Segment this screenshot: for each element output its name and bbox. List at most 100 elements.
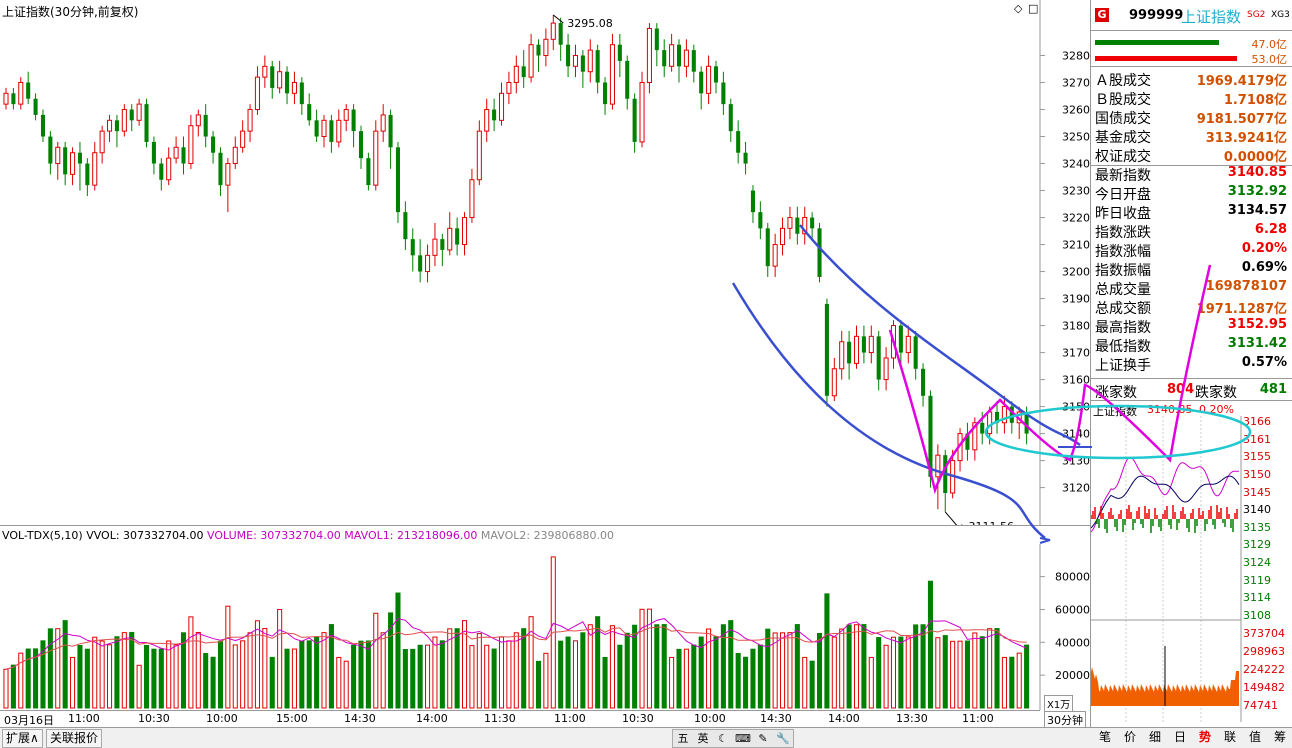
volume-bar xyxy=(772,632,778,709)
volume-bar xyxy=(254,620,260,709)
candle xyxy=(3,87,9,110)
bar-down xyxy=(1095,56,1237,61)
price-tick-label: 3230 xyxy=(1062,185,1090,198)
intraday-chart[interactable] xyxy=(1091,416,1292,722)
candle xyxy=(225,158,231,213)
mavol2-value: 239806880.00 xyxy=(533,529,615,542)
volume-bar xyxy=(306,640,312,709)
candle xyxy=(550,15,556,51)
ime-tool-icon[interactable]: 🔧 xyxy=(776,732,790,745)
quote-row: Ａ股成交 1969.4179亿 xyxy=(1091,70,1292,89)
volume-bar xyxy=(632,624,638,709)
up-count-label: 涨家数 xyxy=(1095,385,1137,401)
candle xyxy=(625,55,630,110)
candle xyxy=(847,330,852,380)
volume-bar xyxy=(225,605,231,709)
mini-avg-line xyxy=(1091,475,1240,529)
volume-bar xyxy=(40,640,46,709)
time-tick-label: 14:30 xyxy=(760,712,792,725)
price-tick-label: 3210 xyxy=(1062,239,1090,252)
candle xyxy=(736,120,741,164)
expand-button[interactable]: 扩展∧ xyxy=(2,729,43,748)
xg3-label[interactable]: XG3 xyxy=(1271,10,1290,20)
candle xyxy=(536,39,541,72)
candle xyxy=(713,60,719,94)
candle xyxy=(70,147,76,186)
candle xyxy=(861,325,866,364)
right-tab[interactable]: 值 xyxy=(1248,730,1261,744)
volume-bar xyxy=(957,640,963,709)
candle xyxy=(972,417,978,461)
ime-tool-icon[interactable]: ☾ xyxy=(718,732,728,745)
candle xyxy=(166,147,172,186)
divider xyxy=(1091,378,1292,379)
right-tab[interactable]: 细 xyxy=(1148,730,1161,744)
volume-unit: X1万 xyxy=(1044,695,1074,712)
candle xyxy=(40,109,46,142)
candle xyxy=(85,158,90,196)
ime-toolbar[interactable]: 五英 ☾ ⌨ ✎ 🔧 xyxy=(672,729,794,748)
price-chart[interactable]: 3280 3270 3260 3250 3240 3230 3220 3210 3200 3190… xyxy=(0,0,1090,525)
candle xyxy=(262,55,268,88)
candle xyxy=(587,39,593,83)
sg2-label[interactable]: SG2 xyxy=(1247,10,1266,20)
right-tab[interactable]: 价 xyxy=(1123,730,1136,744)
candle xyxy=(388,109,393,169)
ime-tool-icon[interactable]: ⌨ xyxy=(735,732,751,745)
candle xyxy=(48,131,53,175)
main-chart-area[interactable]: 上证指数(30分钟,前复权) ◇ □ 3280 3270 3260 3250 3240 3… xyxy=(0,0,1090,747)
mini-vol-tick-label: 373704 xyxy=(1243,627,1285,640)
candle xyxy=(343,104,349,132)
candle xyxy=(639,71,645,148)
right-tab[interactable]: 笔 xyxy=(1098,730,1111,744)
volume-bar xyxy=(646,608,652,709)
quote-row: 总成交量 169878107 xyxy=(1091,279,1292,298)
mini-vol-tick-label: 298963 xyxy=(1243,645,1285,658)
candle xyxy=(232,136,238,169)
quote-row: 上证换手 0.57% xyxy=(1091,355,1292,374)
price-tick-label: 3170 xyxy=(1062,347,1090,360)
volume-bar xyxy=(780,632,786,709)
right-tab[interactable]: 势 xyxy=(1198,730,1211,744)
volume-bar xyxy=(602,656,608,709)
volume-bar xyxy=(669,656,675,709)
volume-bar xyxy=(743,656,749,709)
candle xyxy=(321,114,327,148)
volume-bar xyxy=(395,592,401,709)
right-tab[interactable]: 联 xyxy=(1223,730,1236,744)
price-tick-label: 3260 xyxy=(1062,104,1090,117)
diamond-icon[interactable]: ◇ xyxy=(1014,2,1023,15)
volume-chart[interactable]: 80000 60000 40000 20000 xyxy=(0,544,1090,710)
candle xyxy=(521,50,526,88)
g-badge: G xyxy=(1095,8,1109,22)
volume-bar xyxy=(920,624,926,709)
candle xyxy=(403,201,408,250)
linked-quote-button[interactable]: 关联报价 xyxy=(46,729,103,748)
candle xyxy=(669,33,675,72)
volume-bar xyxy=(691,644,697,709)
volume-bar xyxy=(70,656,76,709)
volume-bar xyxy=(454,628,460,709)
candle xyxy=(676,39,682,83)
right-tab[interactable]: 日 xyxy=(1173,730,1186,744)
candle xyxy=(566,33,571,78)
volume-bar xyxy=(358,640,364,709)
quote-row: 国债成交 9181.5077亿 xyxy=(1091,108,1292,127)
ime-tool-icon[interactable]: ✎ xyxy=(758,732,768,745)
quote-label: 指数涨跌 xyxy=(1095,225,1151,241)
right-tab[interactable]: 筹 xyxy=(1273,730,1286,744)
candle xyxy=(351,104,356,148)
quote-value: 1.7108亿 xyxy=(1223,93,1287,108)
candle xyxy=(890,320,897,369)
volume-bar xyxy=(890,636,897,709)
square-icon[interactable]: □ xyxy=(1028,2,1039,15)
ime-tool-icon[interactable]: 五 xyxy=(677,732,689,745)
time-tick-label: 10:00 xyxy=(694,712,726,725)
volume-bar xyxy=(543,652,549,709)
candle xyxy=(1001,395,1007,434)
volume-bar xyxy=(816,632,823,709)
ime-tool-icon[interactable]: 英 xyxy=(697,732,709,745)
candle xyxy=(173,136,179,164)
volume-bar xyxy=(572,640,579,709)
volume-bar xyxy=(365,640,371,709)
